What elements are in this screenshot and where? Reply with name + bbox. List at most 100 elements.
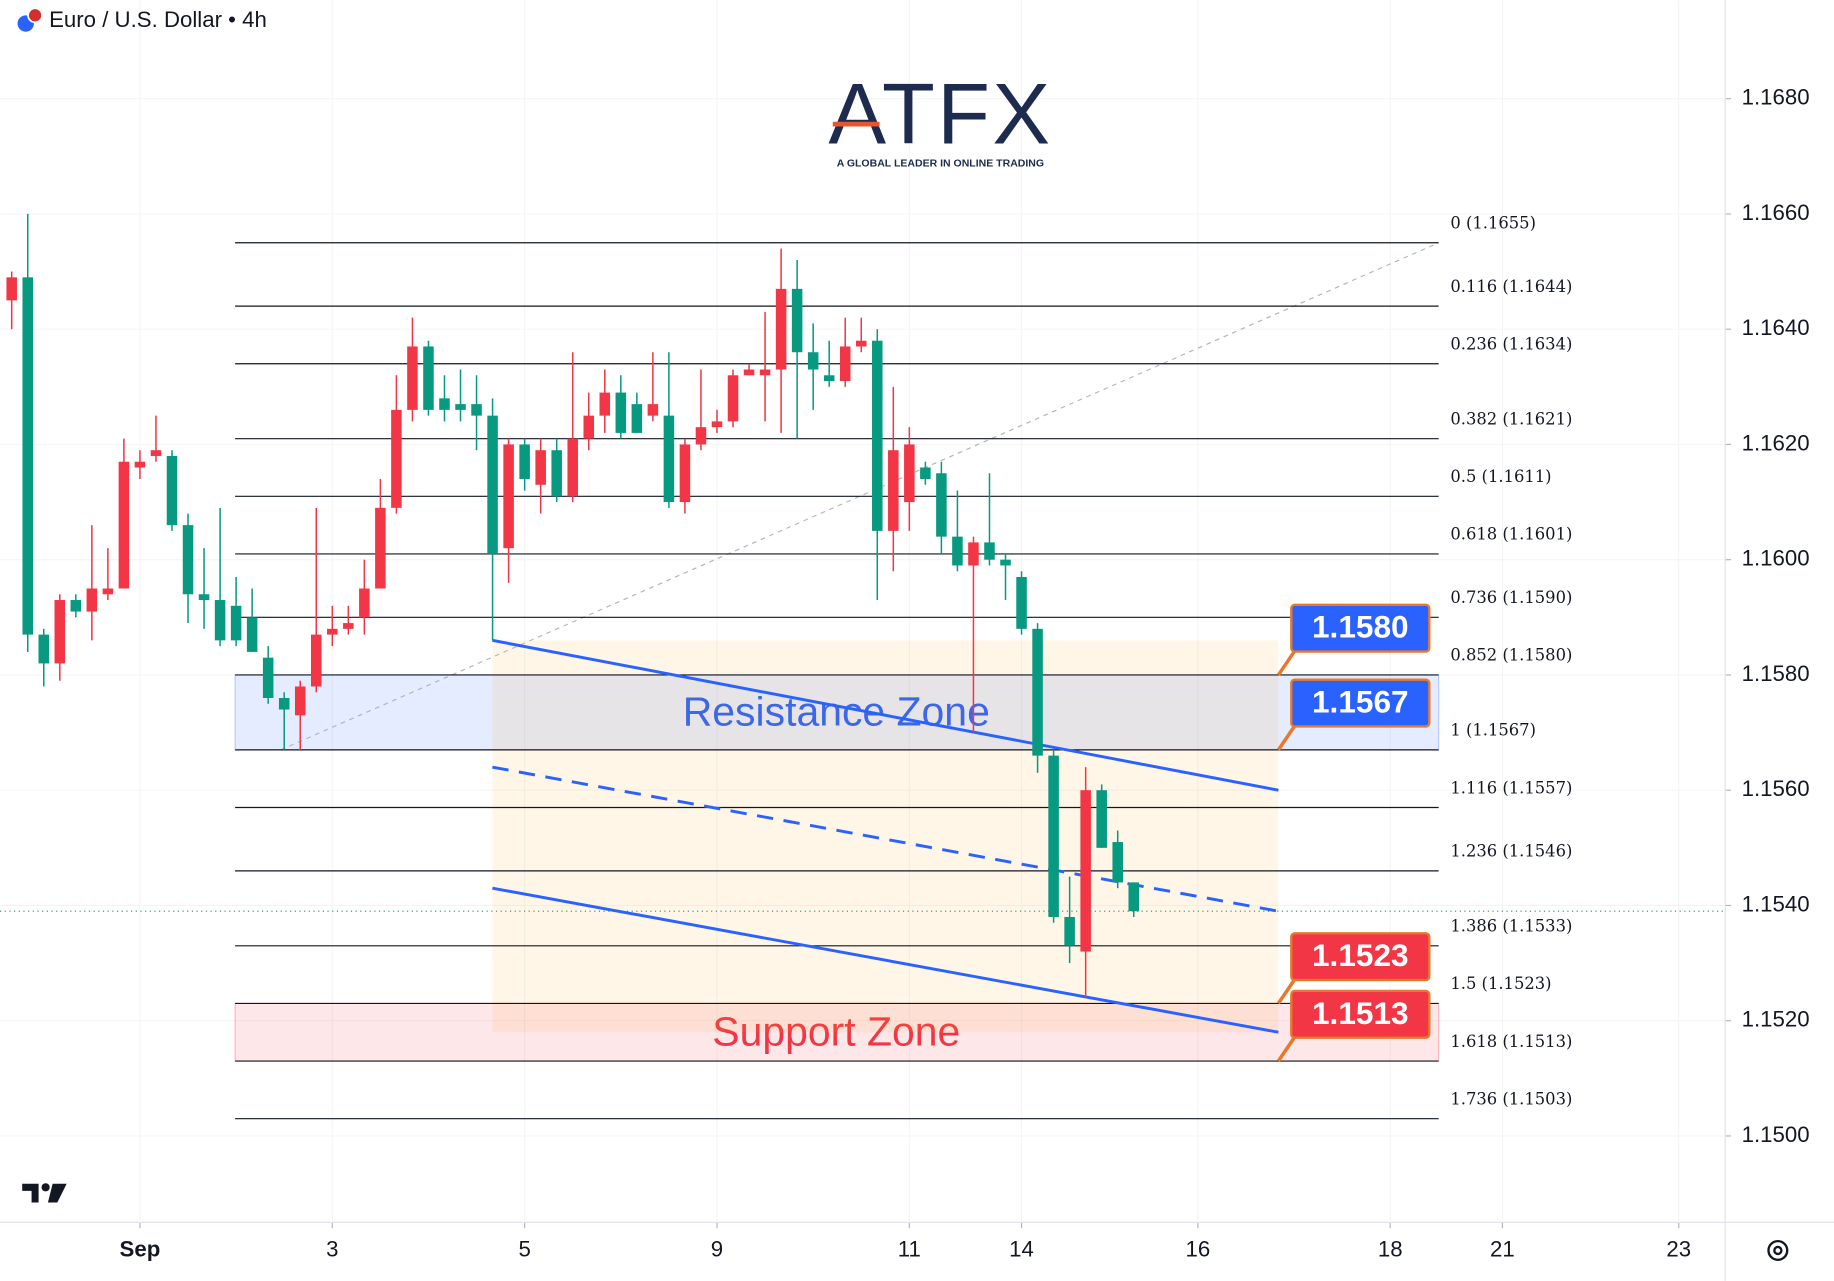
zone xyxy=(234,674,1440,751)
candle-body xyxy=(359,588,370,618)
candle-body xyxy=(102,588,114,595)
candle-body xyxy=(471,404,482,416)
candle-body xyxy=(86,588,98,612)
candle-body xyxy=(54,600,66,664)
y-tick-label: 1.1620 xyxy=(1742,430,1810,455)
candle-body xyxy=(936,473,947,537)
candle-body xyxy=(904,444,915,503)
candle-body xyxy=(487,415,498,554)
y-tick-label: 1.1520 xyxy=(1742,1007,1810,1032)
y-tick-label: 1.1580 xyxy=(1742,661,1810,686)
candle-body xyxy=(230,605,242,641)
candle-body xyxy=(166,455,178,526)
x-tick-label: 9 xyxy=(711,1236,723,1261)
fib-label: 1.618 (1.1513) xyxy=(1450,1032,1572,1051)
fib-label: 1.236 (1.1546) xyxy=(1450,842,1572,861)
y-tick-label: 1.1680 xyxy=(1742,85,1810,110)
candle-body xyxy=(647,404,659,416)
x-tick-label: 18 xyxy=(1378,1236,1403,1261)
y-tick-label: 1.1640 xyxy=(1742,315,1810,340)
candle-body xyxy=(407,346,418,410)
candle-body xyxy=(503,444,514,549)
fib-label: 0.736 (1.1590) xyxy=(1450,588,1572,607)
candle-body xyxy=(1016,576,1027,629)
candle-body xyxy=(118,461,130,589)
logo-tagline: A GLOBAL LEADER IN ONLINE TRADING xyxy=(837,158,1044,170)
price-tag-label: 1.1513 xyxy=(1312,995,1409,1031)
fib-label: 0.382 (1.1621) xyxy=(1450,409,1572,428)
candle-body xyxy=(310,634,322,687)
gear-center[interactable] xyxy=(1773,1245,1783,1256)
candle-body xyxy=(423,346,434,410)
candle-body xyxy=(679,444,691,503)
candle-body xyxy=(583,415,595,439)
zone-label: Support Zone xyxy=(712,1008,960,1054)
gear-outline[interactable] xyxy=(1767,1239,1789,1261)
candle-body xyxy=(182,525,194,595)
candle-body xyxy=(455,404,466,410)
candle-body xyxy=(743,369,755,376)
fib-label: 0.236 (1.1634) xyxy=(1450,335,1572,354)
tv-logo-part xyxy=(47,1183,67,1203)
fib-label: 0.5 (1.1611) xyxy=(1450,467,1551,486)
x-tick-label: 14 xyxy=(1009,1236,1034,1261)
candle-body xyxy=(519,444,530,480)
price-tag-label: 1.1580 xyxy=(1312,609,1409,645)
candle-body xyxy=(1048,755,1059,917)
flag-us xyxy=(27,7,43,24)
candle-body xyxy=(150,450,162,456)
y-tick-label: 1.1500 xyxy=(1742,1122,1810,1147)
candle-body xyxy=(727,375,739,422)
fib-label: 0.116 (1.1644) xyxy=(1450,277,1572,296)
candle-body xyxy=(38,634,50,664)
fib-label: 1.5 (1.1523) xyxy=(1450,974,1551,993)
grid xyxy=(0,0,1725,1222)
candle-body xyxy=(391,409,402,508)
candle-body xyxy=(70,600,82,612)
candle-body xyxy=(246,617,258,652)
fib-label: 0.852 (1.1580) xyxy=(1450,646,1572,665)
candle-body xyxy=(343,623,354,629)
x-tick-label: 21 xyxy=(1490,1236,1515,1261)
candle-body xyxy=(22,277,33,635)
symbol-icon xyxy=(17,7,43,32)
price-tag-label: 1.1523 xyxy=(1312,937,1409,973)
candles xyxy=(0,213,1726,998)
y-tick-label: 1.1540 xyxy=(1742,891,1810,916)
x-tick-label: Sep xyxy=(120,1236,161,1261)
y-tick-label: 1.1600 xyxy=(1742,546,1810,571)
candle-body xyxy=(198,594,210,601)
candle-body xyxy=(551,450,562,497)
candle-body xyxy=(888,450,899,531)
chart-title: Euro / U.S. Dollar • 4h xyxy=(49,7,267,32)
candle-body xyxy=(855,340,867,347)
tv-logo-part xyxy=(41,1183,50,1192)
fib-label: 1.116 (1.1557) xyxy=(1450,778,1572,797)
settings-icon[interactable] xyxy=(1767,1239,1789,1261)
channel-fill xyxy=(492,640,1279,1033)
candle-body xyxy=(1032,628,1043,756)
candle-body xyxy=(695,427,707,445)
candle-body xyxy=(823,375,835,382)
candle-body xyxy=(1096,790,1107,848)
candle-body xyxy=(615,392,627,433)
candle-body xyxy=(872,340,883,531)
candle-body xyxy=(294,686,306,716)
candle-body xyxy=(599,392,611,416)
price-tag xyxy=(1290,932,1431,982)
candle-body xyxy=(839,346,851,382)
x-tick-label: 11 xyxy=(898,1236,921,1261)
logo-name: ATFX xyxy=(828,66,1052,162)
candle-body xyxy=(327,628,338,635)
candle-body xyxy=(262,657,274,698)
candle-body xyxy=(6,277,17,301)
candle-body xyxy=(439,398,450,410)
candle-body xyxy=(1112,842,1123,883)
candle-body xyxy=(807,352,819,370)
y-tick-label: 1.1660 xyxy=(1742,200,1810,225)
x-tick-label: 16 xyxy=(1186,1236,1211,1261)
candle-body xyxy=(952,536,963,566)
annotations: 1.1500 1.1520 1.1540 1.1560 1.1580 1.1600 1.16… xyxy=(120,85,1810,1262)
